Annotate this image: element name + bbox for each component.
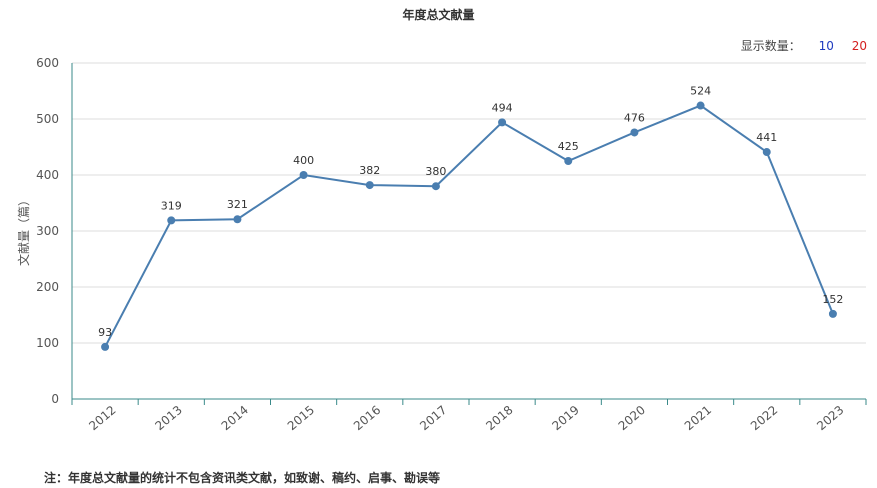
x-tick-label: 2013 [152, 403, 184, 433]
x-tick-labels: 2012 2013 2014 2015 2016 2017 2018 2019 2020 2021… [86, 403, 846, 433]
x-tick-label: 2017 [417, 403, 449, 433]
display-count-label: 显示数量： [740, 39, 801, 53]
x-tick-label: 2023 [814, 403, 846, 433]
data-point [233, 215, 242, 224]
data-point [365, 181, 374, 190]
data-label: 382 [359, 164, 380, 177]
y-tick-label: 300 [36, 224, 59, 238]
y-tick-labels: 0 100 200 300 400 500 600 [36, 56, 59, 406]
y-tick-label: 600 [36, 56, 59, 70]
x-tick-label: 2019 [549, 403, 581, 433]
x-tick-label: 2018 [483, 403, 515, 433]
data-point [762, 148, 771, 157]
y-tick-label: 400 [36, 168, 59, 182]
y-tick-label: 500 [36, 112, 59, 126]
display-count-control: 显示数量： 10 20 [741, 37, 867, 54]
count-option-10[interactable]: 10 [818, 39, 834, 53]
data-point [431, 182, 440, 191]
data-label: 524 [690, 85, 711, 98]
footnote: 注：年度总文献量的统计不包含资讯类文献，如致谢、稿约、启事、勘误等 [44, 471, 441, 485]
y-tick-label: 0 [51, 392, 59, 406]
gridlines [72, 62, 866, 344]
data-point [498, 118, 507, 127]
data-point [828, 309, 837, 318]
data-point [299, 171, 308, 179]
x-tick-label: 2016 [351, 403, 383, 433]
x-tick-label: 2015 [285, 403, 317, 433]
data-label: 494 [492, 101, 513, 114]
data-point [167, 216, 176, 225]
data-label: 400 [293, 154, 314, 167]
data-point [101, 342, 110, 351]
data-labels: 93 319 321 400 382 380 494 425 476 524 441 152 [98, 85, 843, 339]
series-line-path [104, 104, 834, 348]
count-option-20[interactable]: 20 [851, 39, 867, 53]
data-point [630, 128, 639, 137]
data-point [564, 157, 573, 165]
data-label: 441 [756, 131, 777, 144]
x-tick-label: 2020 [616, 403, 648, 433]
data-label: 152 [822, 293, 843, 306]
x-tick-label: 2022 [748, 403, 780, 433]
series-line [104, 104, 834, 348]
data-label: 93 [98, 326, 112, 339]
y-axis-label: 文献量（篇） [16, 194, 31, 266]
data-label: 476 [624, 111, 645, 124]
y-tick-label: 100 [36, 336, 59, 350]
data-label: 380 [425, 165, 446, 178]
x-tick-label: 2014 [219, 403, 251, 433]
data-label: 425 [558, 140, 579, 153]
x-tick-label: 2021 [682, 403, 714, 433]
data-label: 319 [161, 199, 182, 212]
y-tick-label: 200 [36, 280, 59, 294]
data-label: 321 [227, 198, 248, 211]
chart-title: 年度总文献量 [402, 8, 475, 22]
x-tick-label: 2012 [86, 403, 118, 433]
axes [71, 63, 867, 405]
data-point [696, 101, 705, 110]
data-points [101, 101, 837, 351]
